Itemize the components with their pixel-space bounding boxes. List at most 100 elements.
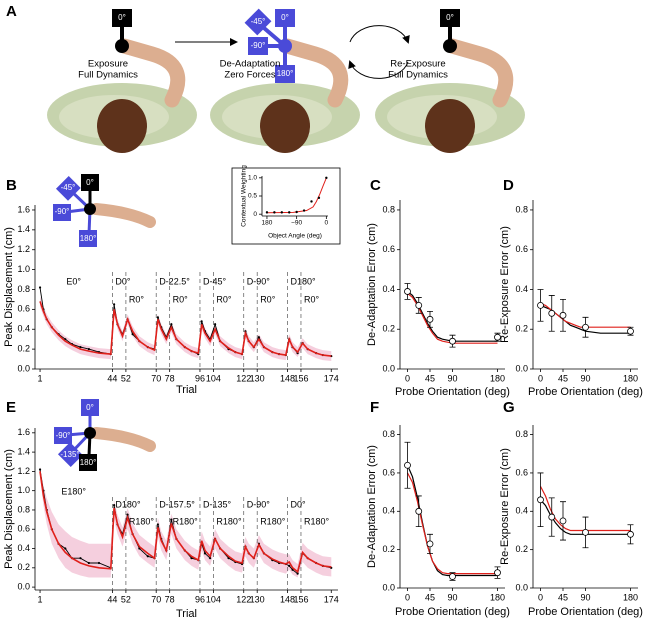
x-tick-label: 104 — [206, 594, 221, 604]
x-axis-label: Probe Orientation (deg) — [528, 606, 643, 618]
y-tick-label: 0.2 — [17, 343, 30, 353]
block-label: D-90° — [247, 499, 271, 509]
data-point — [317, 196, 321, 200]
data-point — [537, 496, 544, 504]
x-tick-label: 78 — [165, 373, 175, 383]
x-tick-label: 1 — [38, 594, 43, 604]
data-point — [265, 211, 269, 214]
y-tick-label: 0.2 — [17, 562, 30, 572]
panel-label: B — [6, 177, 17, 194]
y-tick-label: 0.4 — [17, 324, 30, 334]
stage-title: De-Adaptation — [220, 59, 281, 70]
y-tick-label: 0.8 — [515, 429, 528, 439]
confidence-band — [40, 296, 332, 361]
data-point — [79, 346, 82, 349]
y-tick-label: 0.0 — [382, 582, 395, 592]
series-line — [39, 301, 332, 357]
block-label: D0° — [115, 276, 131, 286]
x-tick-label: 180 — [490, 373, 505, 383]
y-tick-label: 0.8 — [17, 504, 30, 514]
x-axis-label: Trial — [176, 384, 197, 396]
data-point — [449, 573, 456, 580]
block-label: R180° — [260, 516, 286, 526]
x-tick-label: 96 — [195, 594, 205, 604]
x-tick-label: 1 — [38, 373, 43, 383]
x-tick-label: 52 — [121, 594, 131, 604]
block-label: E180° — [61, 486, 86, 496]
x-tick-label: 0 — [538, 592, 543, 602]
data-point — [310, 200, 313, 203]
x-tick-label: 70 — [151, 594, 161, 604]
y-tick-label: 1.4 — [17, 224, 30, 234]
data-point — [38, 286, 42, 289]
y-tick-label: 0.8 — [17, 284, 30, 294]
data-point — [190, 557, 193, 560]
y-tick-label: 1.2 — [17, 466, 30, 476]
data-point — [208, 557, 212, 560]
x-axis-label: Probe Orientation (deg) — [395, 386, 510, 398]
x-tick-label: 90 — [580, 373, 590, 383]
y-tick-label: 0.2 — [382, 324, 395, 334]
y-tick-label: 0.0 — [515, 363, 528, 373]
confidence-band — [40, 466, 332, 578]
x-tick-label: 180 — [623, 373, 638, 383]
y-tick-label: 0.6 — [515, 244, 528, 254]
handle: 0° — [440, 9, 460, 53]
angle-label: -90° — [251, 41, 266, 50]
y-tick-label: 0.4 — [382, 506, 395, 516]
cycle-arrow — [348, 60, 409, 79]
icon-label: 0° — [86, 178, 94, 187]
data-point — [295, 210, 298, 214]
y-tick-label: 1.0 — [17, 485, 30, 495]
icon-label: -45° — [61, 183, 76, 192]
x-tick-label: 148 — [280, 373, 295, 383]
data-point — [214, 323, 217, 326]
y-tick-label: 0.6 — [17, 304, 30, 314]
x-tick-label: 96 — [195, 373, 205, 383]
x-tick-label: 174 — [324, 594, 339, 604]
y-tick-label: 0.4 — [382, 284, 395, 294]
fit-line — [540, 302, 631, 328]
data-point — [170, 518, 173, 521]
x-tick-label: 0 — [325, 220, 329, 227]
y-axis-label: Contextual Weighting — [241, 165, 248, 227]
handle-icon: 0° -45° -90° 180° — [53, 174, 156, 247]
block-label: R0° — [260, 294, 276, 304]
x-tick-label: 122 — [236, 594, 251, 604]
y-axis-label: Peak Displacement (cm) — [3, 227, 15, 347]
block-label: E0° — [66, 276, 81, 286]
stage-subtitle: Zero Forces — [224, 70, 275, 81]
x-tick-label: 122 — [236, 373, 251, 383]
block-label: D-157.5° — [159, 499, 195, 509]
fit-line — [407, 291, 498, 342]
x-tick-label: −90 — [291, 220, 302, 227]
y-tick-label: 0.0 — [17, 581, 30, 591]
stage-title: Re-Exposure — [390, 59, 445, 70]
handle: 0° -45° -90° 180° — [244, 8, 295, 83]
y-axis-label: De-Adaptation Error (cm) — [366, 223, 378, 346]
y-tick-label: 0.4 — [515, 506, 528, 516]
data-point — [64, 547, 67, 550]
panel-label: A — [6, 3, 17, 20]
y-tick-label: 0.8 — [515, 204, 528, 214]
y-tick-label: 0 — [253, 211, 257, 218]
data-point — [87, 348, 90, 351]
panel-label: E — [6, 399, 16, 416]
angle-label: 0° — [281, 13, 289, 22]
data-point — [404, 288, 411, 295]
block-label: D180° — [115, 499, 141, 509]
data-point — [146, 555, 149, 558]
x-tick-label: 45 — [558, 373, 568, 383]
y-axis-label: Re-Exposure Error (cm) — [499, 226, 511, 343]
y-tick-label: 1.6 — [17, 204, 30, 214]
inset-frame — [231, 167, 341, 245]
data-point — [325, 176, 328, 180]
data-point — [170, 323, 173, 326]
y-tick-label: 0.6 — [382, 467, 395, 477]
block-label: R180° — [304, 516, 330, 526]
x-tick-label: 52 — [121, 373, 131, 383]
x-tick-label: 180 — [490, 592, 505, 602]
angle-label: -45° — [251, 17, 266, 26]
panel-label: D — [503, 177, 514, 194]
data-point — [203, 552, 207, 555]
